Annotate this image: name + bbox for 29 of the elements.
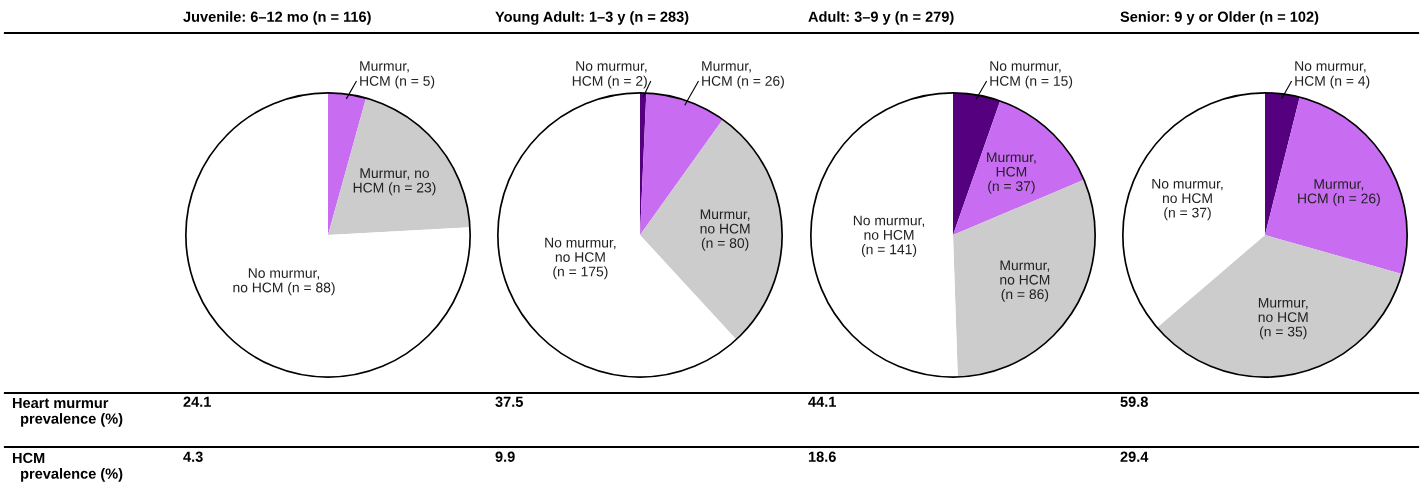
slice-label: No murmur, no HCM (n = 175) (545, 237, 616, 280)
chart-title: Young Adult: 1–3 y (n = 283) (495, 11, 689, 25)
slice-label: Murmur, HCM (n = 26) (1298, 179, 1380, 207)
text: 59.8 (1120, 396, 1148, 407)
chart-title: Senior: 9 y or Older (n = 102) (1120, 11, 1319, 25)
text: Heart murmur prevalence (%) (12, 397, 123, 427)
text: 9.9 (495, 451, 515, 462)
slice-label: No murmur, no HCM (n = 37) (1152, 178, 1223, 221)
slice-label: Murmur, HCM (n = 26) (702, 61, 784, 89)
slice-label: No murmur, no HCM (n = 141) (853, 215, 925, 257)
text: 44.1 (808, 396, 836, 407)
slice-label: Murmur, HCM (n = 37) (987, 152, 1036, 194)
text: 24.1 (183, 396, 211, 407)
slice-label: Murmur, HCM (n = 5) (360, 61, 435, 89)
slice-label: Murmur, no HCM (n = 80) (700, 209, 750, 251)
text: 18.6 (808, 451, 836, 462)
slice-label: No murmur, HCM (n = 15) (990, 61, 1073, 89)
slice-label: No murmur, HCM (n = 2) (572, 61, 647, 89)
text: HCM prevalence (%) (12, 452, 123, 482)
slice-label: Murmur, no HCM (n = 86) (1000, 260, 1050, 302)
chart-title: Juvenile: 6–12 mo (n = 116) (183, 11, 371, 25)
slice-label: No murmur, HCM (n = 4) (1295, 61, 1370, 89)
slice-label: Murmur, no HCM (n = 35) (1258, 297, 1308, 340)
text: 37.5 (495, 396, 523, 407)
chart-title: Adult: 3–9 y (n = 279) (808, 11, 954, 25)
slice-label: Murmur, no HCM (n = 23) (353, 168, 436, 196)
text: 29.4 (1120, 451, 1149, 462)
slice-label: No murmur, no HCM (n = 88) (233, 268, 335, 296)
text: 4.3 (183, 451, 203, 462)
